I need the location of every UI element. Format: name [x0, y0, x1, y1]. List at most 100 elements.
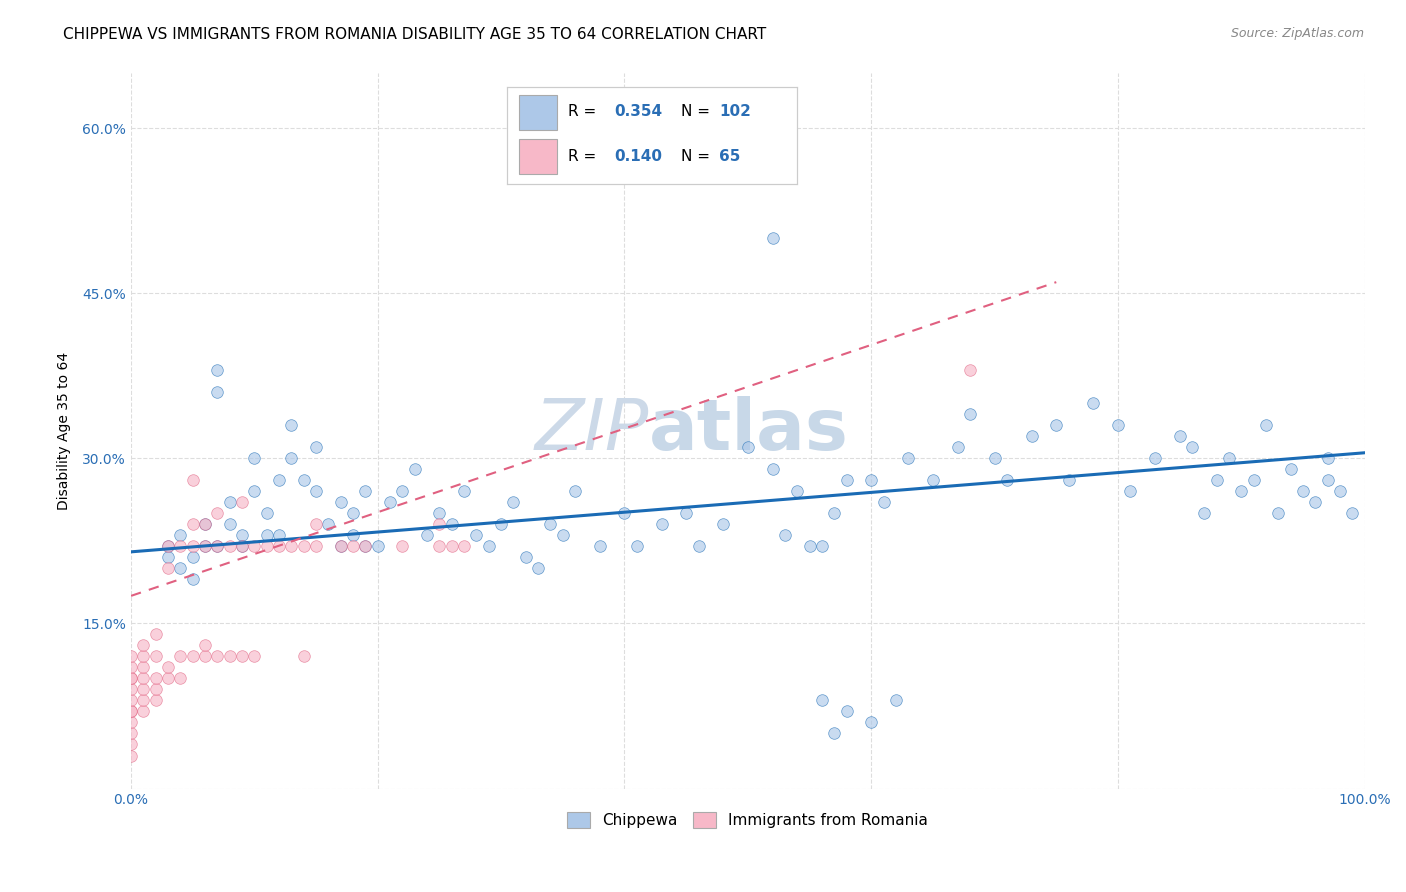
Point — [404, 462, 426, 476]
Point — [342, 506, 364, 520]
Point — [1305, 495, 1327, 509]
Point — [231, 539, 253, 553]
Point — [589, 539, 612, 553]
Point — [157, 550, 180, 565]
Point — [120, 705, 142, 719]
Point — [157, 561, 180, 575]
Point — [391, 484, 413, 499]
Point — [995, 473, 1018, 487]
Point — [120, 705, 142, 719]
Point — [132, 693, 155, 707]
Point — [737, 440, 759, 454]
Point — [799, 539, 821, 553]
Point — [329, 539, 352, 553]
Point — [280, 451, 302, 466]
Point — [1083, 396, 1105, 410]
Point — [132, 705, 155, 719]
Point — [440, 539, 463, 553]
Point — [256, 539, 278, 553]
Point — [132, 649, 155, 664]
Point — [465, 528, 488, 542]
Point — [243, 451, 266, 466]
Point — [194, 649, 217, 664]
Point — [1181, 440, 1204, 454]
Point — [231, 539, 253, 553]
Point — [959, 363, 981, 377]
Point — [983, 451, 1005, 466]
Point — [823, 506, 845, 520]
Point — [120, 672, 142, 686]
Point — [860, 473, 883, 487]
Point — [650, 517, 672, 532]
Point — [132, 682, 155, 697]
Point — [120, 660, 142, 674]
Point — [157, 672, 180, 686]
Text: Source: ZipAtlas.com: Source: ZipAtlas.com — [1230, 27, 1364, 40]
Point — [181, 517, 204, 532]
Point — [1316, 451, 1339, 466]
Point — [1230, 484, 1253, 499]
Point — [860, 715, 883, 730]
Legend: Chippewa, Immigrants from Romania: Chippewa, Immigrants from Romania — [561, 806, 935, 835]
Point — [1267, 506, 1289, 520]
Point — [761, 231, 783, 245]
Point — [194, 639, 217, 653]
Point — [1329, 484, 1351, 499]
Point — [292, 473, 315, 487]
Point — [157, 539, 180, 553]
Point — [1045, 418, 1067, 433]
Point — [243, 539, 266, 553]
Point — [132, 672, 155, 686]
Point — [872, 495, 894, 509]
Point — [675, 506, 697, 520]
Point — [1168, 429, 1191, 443]
Point — [922, 473, 945, 487]
Point — [292, 649, 315, 664]
Point — [267, 539, 290, 553]
Point — [1194, 506, 1216, 520]
Point — [1021, 429, 1043, 443]
Point — [959, 407, 981, 421]
Point — [145, 693, 167, 707]
Point — [391, 539, 413, 553]
Point — [564, 484, 586, 499]
Point — [1279, 462, 1302, 476]
Point — [218, 539, 240, 553]
Point — [761, 462, 783, 476]
Point — [292, 539, 315, 553]
Point — [527, 561, 550, 575]
Point — [773, 528, 796, 542]
Point — [478, 539, 501, 553]
Point — [169, 539, 191, 553]
Point — [231, 528, 253, 542]
Point — [1341, 506, 1364, 520]
Point — [207, 539, 229, 553]
Point — [231, 495, 253, 509]
Point — [207, 385, 229, 400]
Point — [354, 539, 377, 553]
Point — [329, 495, 352, 509]
Point — [169, 672, 191, 686]
Point — [243, 484, 266, 499]
Point — [194, 517, 217, 532]
Point — [120, 672, 142, 686]
Point — [120, 693, 142, 707]
Point — [305, 539, 328, 553]
Y-axis label: Disability Age 35 to 64: Disability Age 35 to 64 — [58, 351, 72, 510]
Point — [305, 484, 328, 499]
Point — [1218, 451, 1240, 466]
Point — [453, 484, 475, 499]
Text: CHIPPEWA VS IMMIGRANTS FROM ROMANIA DISABILITY AGE 35 TO 64 CORRELATION CHART: CHIPPEWA VS IMMIGRANTS FROM ROMANIA DISA… — [63, 27, 766, 42]
Point — [354, 484, 377, 499]
Point — [453, 539, 475, 553]
Point — [688, 539, 710, 553]
Point — [207, 363, 229, 377]
Point — [823, 726, 845, 740]
Point — [835, 473, 858, 487]
Point — [181, 550, 204, 565]
Point — [145, 627, 167, 641]
Point — [207, 649, 229, 664]
Point — [305, 440, 328, 454]
Point — [378, 495, 401, 509]
Point — [194, 539, 217, 553]
